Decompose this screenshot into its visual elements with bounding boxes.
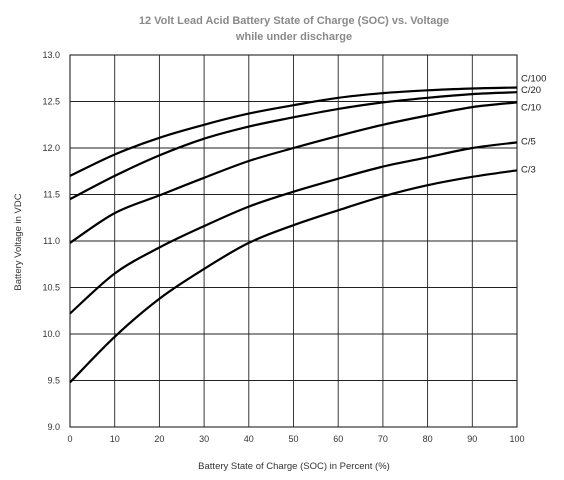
y-tick-label: 10.0	[42, 329, 60, 339]
series-lines	[69, 86, 518, 384]
series-label-c-20: C/20	[521, 85, 541, 96]
x-tick-label: 100	[509, 434, 524, 444]
x-tick-label: 10	[110, 434, 120, 444]
chart-subtitle: while under discharge	[235, 31, 352, 43]
series-label-c-5: C/5	[521, 136, 536, 147]
x-tick-label: 40	[244, 434, 254, 444]
y-tick-label: 13.0	[42, 50, 60, 60]
y-axis-label: Battery Voltage in VDC	[13, 193, 24, 290]
x-tick-label: 90	[467, 434, 477, 444]
y-tick-label: 11.0	[43, 236, 60, 246]
series-line-c-100	[69, 86, 518, 177]
plot-frame	[69, 54, 518, 428]
y-tick-label: 10.5	[42, 283, 60, 293]
y-tick-labels: 9.0 9.5 10.0 10.5 11.0 11.5 12.0 12.5 13.0	[42, 50, 60, 432]
series-label-c-10: C/10	[521, 102, 541, 113]
x-tick-label: 60	[333, 434, 343, 444]
x-tick-label: 70	[378, 434, 388, 444]
x-tick-label: 20	[154, 434, 164, 444]
x-tick-labels: 0 10 20 30 40 50 60 70 80 90 100	[67, 434, 524, 444]
x-tick-label: 30	[199, 434, 209, 444]
series-label-c-3: C/3	[521, 164, 536, 175]
series-line-c-5	[69, 141, 518, 315]
y-tick-label: 12.0	[42, 143, 60, 153]
x-tick-label: 80	[423, 434, 433, 444]
y-tick-label: 12.5	[42, 97, 60, 107]
series-line-c-3	[69, 169, 518, 384]
y-tick-label: 9.0	[47, 422, 60, 432]
series-label-c-100: C/100	[521, 74, 546, 85]
y-tick-label: 11.5	[43, 190, 60, 200]
x-tick-label: 0	[67, 434, 72, 444]
series-line-c-20	[69, 91, 518, 201]
x-tick-label: 50	[288, 434, 298, 444]
chart-title: 12 Volt Lead Acid Battery State of Charg…	[139, 15, 449, 27]
x-axis-label: Battery State of Charge (SOC) in Percent…	[198, 461, 390, 472]
y-tick-label: 9.5	[47, 376, 60, 386]
series-line-c-10	[69, 101, 518, 244]
